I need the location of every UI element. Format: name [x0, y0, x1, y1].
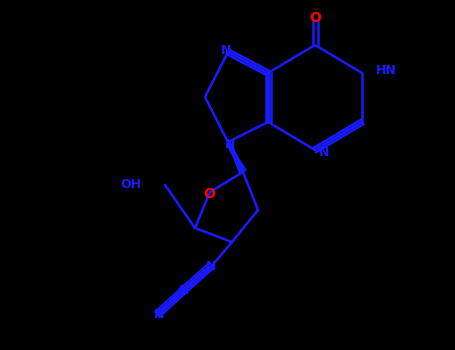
Text: N: N [319, 147, 329, 160]
Text: O: O [203, 187, 215, 201]
Text: N: N [221, 44, 231, 57]
Text: N: N [154, 308, 164, 321]
Text: O: O [309, 11, 321, 25]
Text: N: N [225, 138, 235, 150]
Text: OH: OH [120, 178, 141, 191]
Text: HN: HN [376, 64, 397, 77]
Text: N: N [179, 285, 189, 297]
Text: N: N [206, 260, 216, 273]
Polygon shape [228, 142, 247, 174]
